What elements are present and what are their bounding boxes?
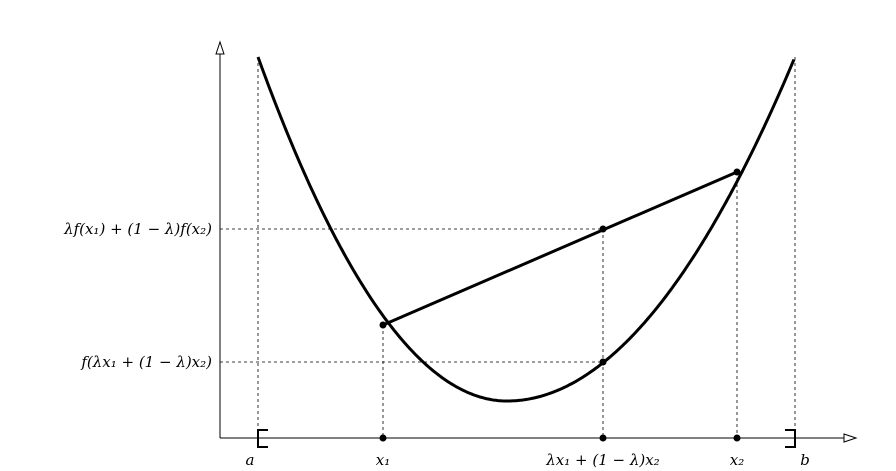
convex-curve: [256, 56, 796, 403]
bracket-b: [785, 429, 796, 448]
x-label: a: [246, 451, 255, 469]
y-label: λf(x₁) + (1 − λ)f(x₂): [63, 220, 212, 238]
y-arrow: [215, 40, 225, 55]
bracket-a: [257, 429, 268, 448]
x-label: x₁: [376, 451, 390, 469]
x-label: b: [800, 451, 810, 469]
x-label: λx₁ + (1 − λ)x₂: [545, 451, 659, 469]
x-label: x₂: [730, 451, 744, 469]
chord: [382, 170, 738, 327]
x-arrow: [843, 433, 858, 443]
y-label: f(λx₁ + (1 − λ)x₂): [80, 353, 212, 371]
guides: [220, 57, 796, 438]
points: [379, 168, 741, 442]
